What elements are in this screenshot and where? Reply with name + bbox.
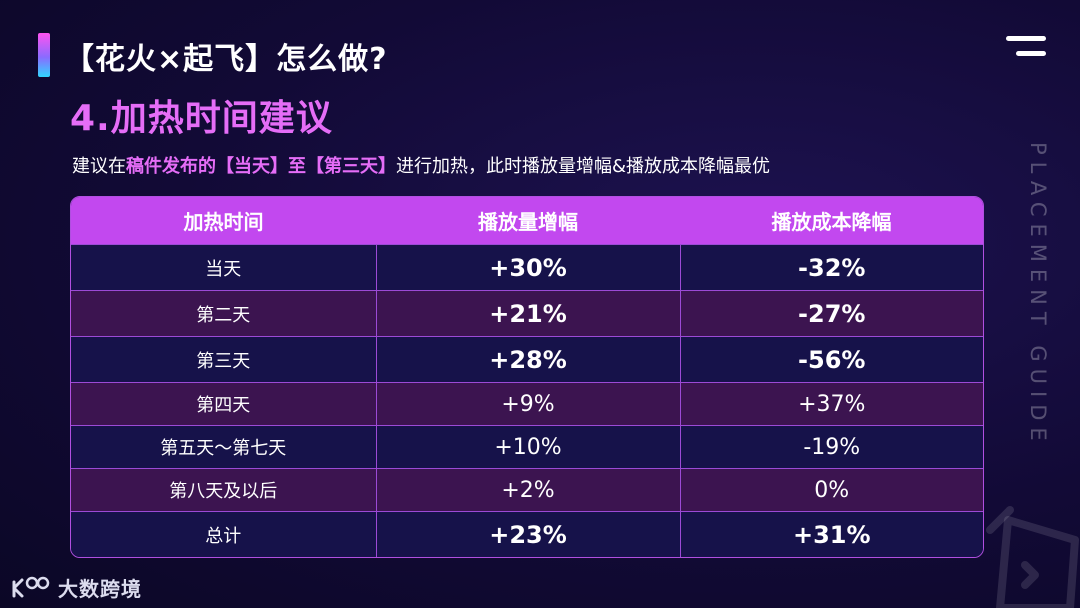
brand-logo: 大数跨境: [10, 572, 142, 602]
header-view-increase: 播放量增幅: [376, 197, 680, 245]
cell-cost: -19%: [680, 425, 983, 469]
cell-time: 第四天: [71, 382, 377, 426]
section-title: 4.加热时间建议: [70, 98, 333, 139]
cell-time: 当天: [71, 243, 377, 291]
table-row: 第三天 +28% -56%: [71, 336, 983, 383]
cell-time: 第三天: [71, 336, 377, 383]
subtitle: 建议在稿件发布的【当天】至【第三天】进行加热，此时播放量增幅&播放成本降幅最优: [72, 152, 770, 178]
cell-views: +23%: [376, 511, 681, 557]
cell-views: +10%: [376, 425, 681, 469]
page-title: 【花火×起飞】怎么做?: [64, 42, 388, 77]
header-heating-time: 加热时间: [71, 197, 376, 245]
tv-mascot-decoration-icon: [986, 506, 1079, 608]
cell-cost: -32%: [680, 243, 983, 291]
cell-cost: +37%: [680, 382, 983, 426]
side-vertical-text: PLACEMENT GUIDE: [1026, 142, 1050, 448]
table-row: 总计 +23% +31%: [71, 511, 983, 557]
menu-icon[interactable]: [1006, 36, 1046, 60]
logo-icon: [12, 576, 50, 598]
cell-cost: -27%: [680, 290, 983, 337]
header-cost-decrease: 播放成本降幅: [680, 197, 983, 245]
subtitle-highlight: 稿件发布的【当天】至【第三天】: [126, 156, 396, 177]
table-row: 第五天～第七天 +10% -19%: [71, 425, 983, 469]
table-row: 第二天 +21% -27%: [71, 290, 983, 337]
subtitle-part-3: 进行加热，此时播放量增幅&播放成本降幅最优: [396, 156, 771, 177]
table-row: 第四天 +9% +37%: [71, 382, 983, 426]
cell-views: +30%: [376, 243, 681, 291]
cell-views: +28%: [376, 336, 681, 383]
title-accent-bar: [38, 33, 50, 77]
cell-time: 第二天: [71, 290, 377, 337]
cell-views: +21%: [376, 290, 681, 337]
heating-time-table: 加热时间 播放量增幅 播放成本降幅 当天 +30% -32% 第二天 +21% …: [70, 196, 984, 558]
logo-text: 大数跨境: [58, 576, 142, 601]
cell-cost: +31%: [680, 511, 983, 557]
cell-views: +9%: [376, 382, 681, 426]
cell-time: 总计: [71, 511, 377, 557]
table-row: 第八天及以后 +2% 0%: [71, 468, 983, 512]
cell-views: +2%: [376, 468, 681, 512]
table-header-row: 加热时间 播放量增幅 播放成本降幅: [71, 197, 983, 245]
cell-cost: 0%: [680, 468, 983, 512]
cell-cost: -56%: [680, 336, 983, 383]
cell-time: 第八天及以后: [71, 468, 377, 512]
table-row: 当天 +30% -32%: [71, 243, 983, 291]
cell-time: 第五天～第七天: [71, 425, 377, 469]
subtitle-part-1: 建议在: [72, 156, 126, 177]
